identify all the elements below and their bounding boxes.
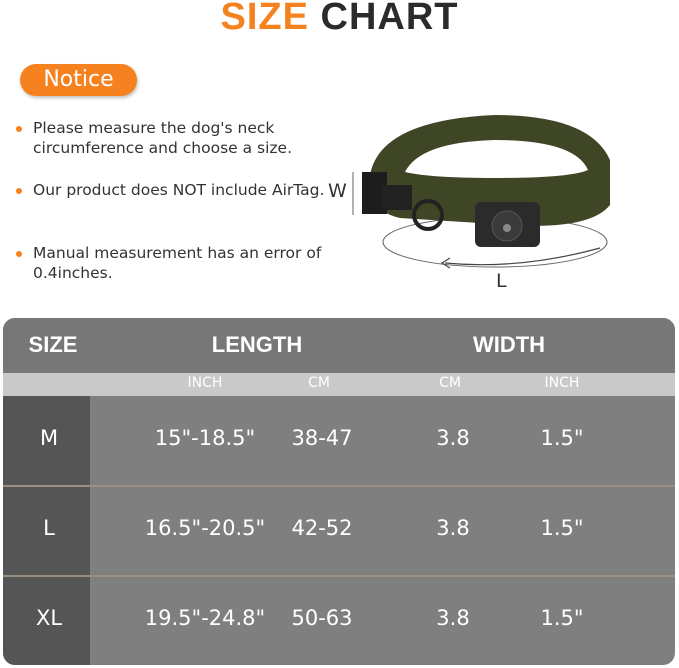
cell-width-inch: 1.5" (540, 606, 584, 630)
cell-width-inch: 1.5" (540, 426, 584, 450)
collar-image (352, 115, 610, 269)
width-label: W (328, 180, 347, 202)
size-column (3, 396, 90, 665)
subheader-cm: CM (308, 375, 330, 391)
cell-length-cm: 50-63 (291, 606, 353, 630)
notice-bullet: Our product does NOT include AirTag. (16, 180, 326, 200)
title-chart: CHART (320, 0, 459, 38)
length-label: L (496, 270, 507, 292)
cell-length-inch: 16.5"-20.5" (144, 516, 266, 540)
cell-length-inch: 19.5"-24.8" (144, 606, 266, 630)
table-header: SIZE LENGTH WIDTH (3, 318, 675, 373)
subheader-inch: INCH (544, 375, 580, 391)
cell-width-cm: 3.8 (436, 606, 470, 630)
row-divider (3, 485, 675, 487)
subheader-cm: CM (439, 375, 461, 391)
notice-bullet: Please measure the dog's neck circumfere… (16, 118, 326, 158)
cell-size: XL (35, 606, 63, 630)
header-size: SIZE (28, 332, 78, 357)
page-title: SIZE CHART (0, 0, 679, 39)
cell-width-inch: 1.5" (540, 516, 584, 540)
cell-size: M (39, 426, 59, 450)
table-row: XL 19.5"-24.8" 50-63 3.8 1.5" (3, 576, 675, 665)
cell-length-cm: 38-47 (291, 426, 353, 450)
size-table: SIZE LENGTH WIDTH INCH CM CM INCH M 15"-… (3, 318, 675, 665)
cell-width-cm: 3.8 (436, 516, 470, 540)
row-divider (3, 575, 675, 577)
header-width: WIDTH (472, 332, 546, 357)
cell-width-cm: 3.8 (436, 426, 470, 450)
table-row: L 16.5"-20.5" 42-52 3.8 1.5" (3, 486, 675, 576)
notice-bullet: Manual measurement has an error of 0.4in… (16, 243, 326, 283)
cell-length-cm: 42-52 (291, 516, 353, 540)
table-row: M 15"-18.5" 38-47 3.8 1.5" (3, 396, 675, 486)
notice-badge: Notice (20, 64, 137, 96)
header-length: LENGTH (211, 332, 303, 357)
cell-length-inch: 15"-18.5" (154, 426, 256, 450)
cell-size: L (43, 516, 55, 540)
table-subheader: INCH CM CM INCH (3, 373, 675, 396)
title-size: SIZE (220, 0, 309, 38)
subheader-inch: INCH (187, 375, 223, 391)
